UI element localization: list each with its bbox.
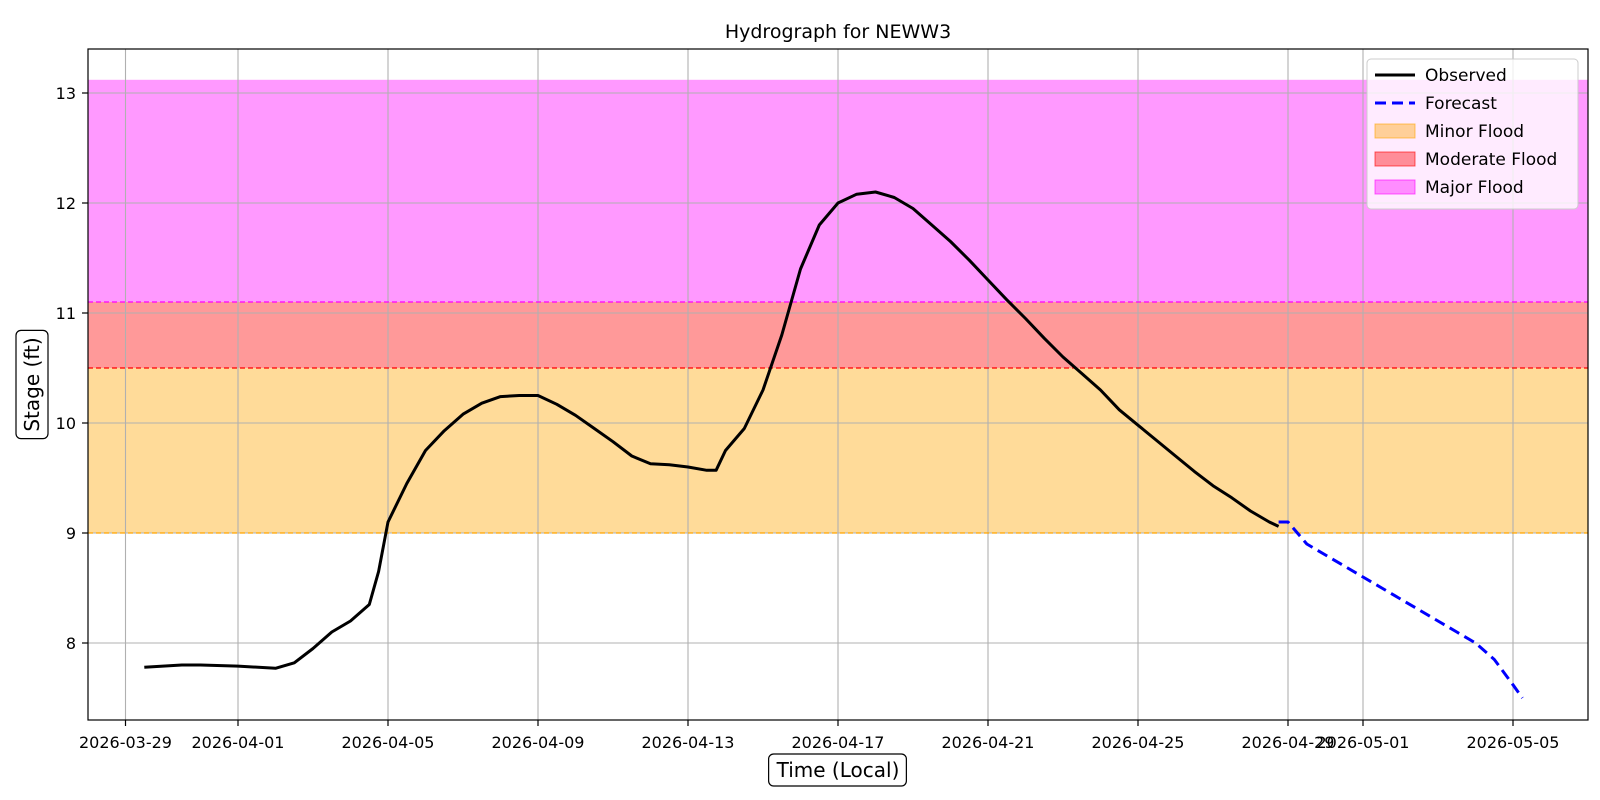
y-tick-label: 12 xyxy=(56,194,76,213)
x-tick-label: 2026-04-13 xyxy=(642,733,735,752)
flood-thresholds xyxy=(88,301,1588,534)
legend-swatch-moderate-flood xyxy=(1374,151,1416,167)
series-observed-line xyxy=(144,190,1280,670)
grid-lines xyxy=(88,49,1588,720)
y-axis-label-frame xyxy=(15,329,49,440)
x-tick-label: 2026-04-09 xyxy=(492,733,585,752)
legend-label-forecast: Forecast xyxy=(1425,94,1497,114)
series-lines xyxy=(144,190,1524,699)
y-tick-label: 8 xyxy=(66,634,76,653)
x-tick-label: 2026-04-17 xyxy=(792,733,885,752)
legend-label-minor-flood: Minor Flood xyxy=(1425,122,1524,142)
x-tick-label: 2026-04-05 xyxy=(342,733,435,752)
x-tick-label: 2026-04-21 xyxy=(942,733,1035,752)
x-tick-label: 2026-04-25 xyxy=(1092,733,1185,752)
axis-ticks: 2026-03-29 2026-04-01 2026-04-05 2026-04-09… xyxy=(56,84,1560,752)
legend-label-major-flood: Major Flood xyxy=(1425,178,1524,198)
x-tick-label: 2026-04-29 xyxy=(1242,733,1335,752)
x-tick-label: 2026-03-29 xyxy=(79,733,172,752)
x-tick-label: 2026-04-01 xyxy=(192,733,285,752)
x-tick-label: 2026-05-05 xyxy=(1467,733,1560,752)
x-axis-label: Time (Local) xyxy=(776,758,900,782)
series-forecast-line xyxy=(1278,520,1524,699)
x-axis-label-box: Time (Local) xyxy=(768,753,907,787)
x-tick-label: 2026-05-01 xyxy=(1317,733,1410,752)
legend-label-observed: Observed xyxy=(1425,66,1507,86)
legend: Observed Forecast Minor Flood Moderate Floo… xyxy=(1366,58,1579,210)
legend-swatch-minor-flood xyxy=(1374,123,1416,139)
legend-swatch-major-flood xyxy=(1374,179,1416,195)
y-axis-label-box: Stage (ft) xyxy=(15,329,49,440)
legend-frame xyxy=(1366,58,1579,210)
y-tick-label: 13 xyxy=(56,84,76,103)
y-tick-label: 9 xyxy=(66,524,76,543)
legend-label-moderate-flood: Moderate Flood xyxy=(1425,150,1557,170)
y-axis-label: Stage (ft) xyxy=(20,337,44,431)
x-axis-label-frame xyxy=(768,753,907,787)
y-tick-label: 10 xyxy=(56,414,76,433)
chart-title: Hydrograph for NEWW3 xyxy=(725,21,951,43)
y-tick-label: 11 xyxy=(56,304,76,323)
